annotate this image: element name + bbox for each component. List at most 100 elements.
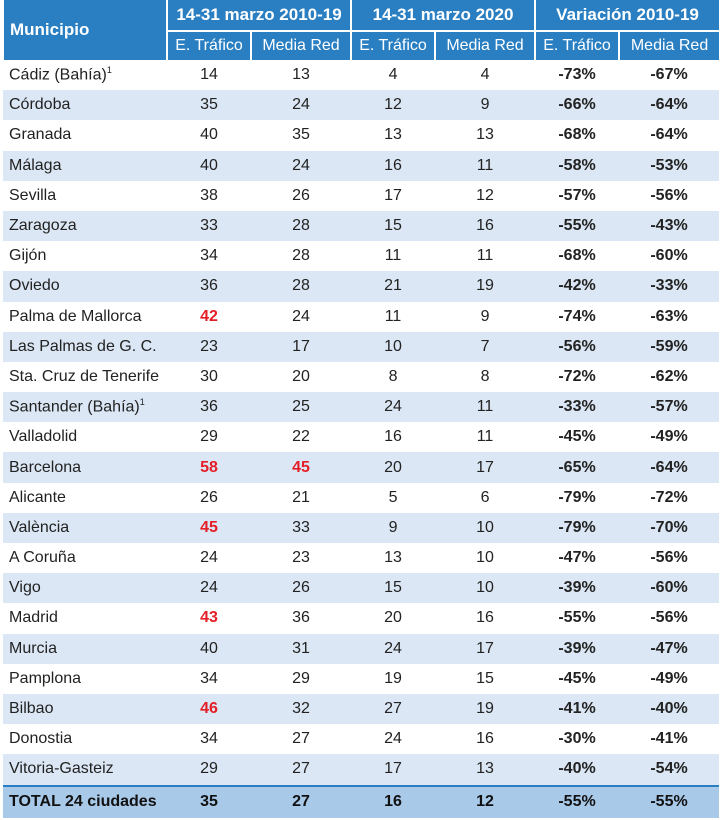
- municipio-name: Córdoba: [9, 96, 71, 114]
- municipio-name: Cádiz (Bahía): [9, 66, 107, 84]
- value-cell: 21: [351, 271, 436, 302]
- municipio-name: Barcelona: [9, 458, 82, 476]
- value-cell: 16: [476, 730, 494, 748]
- footnote-marker: 1: [106, 65, 112, 76]
- municipio-cell: Córdoba: [3, 90, 167, 121]
- value-cell: 25: [251, 392, 352, 423]
- municipio-cell: Palma de Mallorca: [3, 302, 167, 332]
- value-cell: -54%: [619, 754, 720, 786]
- value-cell: 17: [435, 633, 536, 664]
- total-label: TOTAL 24 ciudades: [3, 784, 167, 818]
- value-cell: 4: [388, 66, 398, 84]
- value-cell: -33%: [535, 392, 620, 423]
- value-cell: 40: [167, 150, 251, 181]
- value-cell: 17: [351, 754, 436, 786]
- municipio-name: Gijón: [9, 247, 47, 265]
- table-row: Barcelona 58 45 20 17 -65% -64%: [3, 452, 720, 483]
- value-cell: 10: [435, 573, 536, 604]
- table-row: Palma de Mallorca 42 24 11 9 -74% -63%: [3, 302, 719, 332]
- value-cell: 11: [435, 392, 536, 423]
- value-cell: 4: [480, 66, 490, 84]
- table-row: Granada 40 35 13 13 -68% -64%: [3, 120, 719, 150]
- value-cell: 24: [251, 90, 352, 121]
- table-row: Alicante 26 21 5 6 -79% -72%: [3, 483, 719, 513]
- value-cell: 34: [200, 247, 218, 265]
- value-cell: 29: [292, 669, 310, 687]
- value-cell: 24: [351, 633, 436, 664]
- header-municipio: Municipio: [2, 0, 167, 60]
- value-cell: -57%: [619, 392, 720, 423]
- municipio-name: Santander (Bahía): [9, 398, 140, 416]
- value-cell: 15: [351, 573, 436, 604]
- value-cell: 13: [292, 66, 310, 84]
- value-cell: 36: [167, 271, 251, 302]
- table-row: Bilbao 46 32 27 19 -41% -40%: [3, 693, 720, 725]
- municipio-name: Palma de Mallorca: [9, 307, 142, 325]
- municipio-cell: Vitoria-Gasteiz: [3, 754, 167, 786]
- value-cell: -41%: [650, 730, 688, 748]
- value-cell: 31: [251, 633, 352, 664]
- header-group-variacion: Variación 2010-19: [534, 0, 720, 31]
- value-cell: 33: [251, 512, 352, 543]
- table-row: Madrid 43 36 20 16 -55% -56%: [3, 603, 719, 633]
- value-cell: 15: [476, 669, 494, 687]
- value-cell: -56%: [650, 186, 688, 204]
- municipio-name: Granada: [9, 126, 72, 144]
- value-cell: 13: [384, 549, 402, 567]
- municipio-name: Murcia: [9, 639, 58, 657]
- header-group-2020: 14-31 marzo 2020: [350, 0, 536, 31]
- value-cell: 15: [351, 210, 436, 242]
- value-cell: 12: [476, 186, 494, 204]
- table-row: Las Palmas de G. C. 23 17 10 7 -56% -59%: [3, 331, 720, 362]
- value-cell: -64%: [619, 452, 720, 483]
- value-cell: -79%: [558, 488, 596, 506]
- value-cell: 43: [200, 609, 218, 627]
- value-cell: 29: [167, 754, 251, 786]
- value-cell: -64%: [619, 90, 720, 121]
- table-body: Cádiz (Bahía)1 14 13 4 4 -73% -67% Córdoba 35 24 1…: [3, 60, 720, 786]
- value-cell: 27: [251, 754, 352, 786]
- value-cell: 11: [476, 247, 494, 265]
- municipio-name: València: [9, 518, 70, 536]
- value-cell: 26: [292, 186, 310, 204]
- value-cell: 29: [200, 428, 218, 446]
- table-row: Sevilla 38 26 17 12 -57% -56%: [3, 181, 719, 211]
- value-cell: 17: [435, 452, 536, 483]
- value-cell: 13: [435, 754, 536, 786]
- value-cell: 8: [388, 367, 398, 385]
- value-cell: 10: [435, 512, 536, 543]
- municipio-cell: A Coruña: [3, 543, 167, 573]
- municipio-cell: Madrid: [3, 603, 167, 633]
- value-cell: -67%: [650, 66, 688, 84]
- municipio-cell: Sta. Cruz de Tenerife: [3, 362, 167, 392]
- value-cell: 12: [351, 90, 436, 121]
- value-cell: 24: [384, 730, 402, 748]
- value-cell: -59%: [619, 331, 720, 362]
- value-cell: -40%: [619, 693, 720, 725]
- value-cell: 13: [384, 126, 402, 144]
- value-cell: 19: [384, 669, 402, 687]
- value-cell: -47%: [558, 549, 596, 567]
- value-cell: 19: [435, 271, 536, 302]
- value-cell: 7: [435, 331, 536, 362]
- value-cell: -45%: [558, 669, 596, 687]
- value-cell: -62%: [650, 367, 688, 385]
- value-cell: -73%: [558, 66, 596, 84]
- header-group-2010-19: 14-31 marzo 2010-19: [165, 0, 352, 31]
- value-cell: -72%: [558, 367, 596, 385]
- municipio-cell: Barcelona: [3, 452, 167, 483]
- table-row: Donostia 34 27 24 16 -30% -41%: [3, 724, 719, 754]
- value-cell: 24: [292, 307, 310, 325]
- municipio-cell: Santander (Bahía)1: [3, 392, 167, 423]
- value-cell: -43%: [619, 210, 720, 242]
- value-cell: 24: [251, 150, 352, 181]
- municipio-name: Madrid: [9, 609, 58, 627]
- value-cell: -55%: [535, 210, 620, 242]
- municipio-cell: Pamplona: [3, 664, 167, 694]
- value-cell: 20: [292, 367, 310, 385]
- value-cell: 6: [480, 488, 490, 506]
- value-cell: 35: [167, 90, 251, 121]
- table-footer: TOTAL 24 ciudades 35 27 16 12 -55% -55%: [3, 784, 720, 818]
- subheader-cell: E. Tráfico: [350, 30, 436, 60]
- subheader-cell: E. Tráfico: [534, 30, 620, 60]
